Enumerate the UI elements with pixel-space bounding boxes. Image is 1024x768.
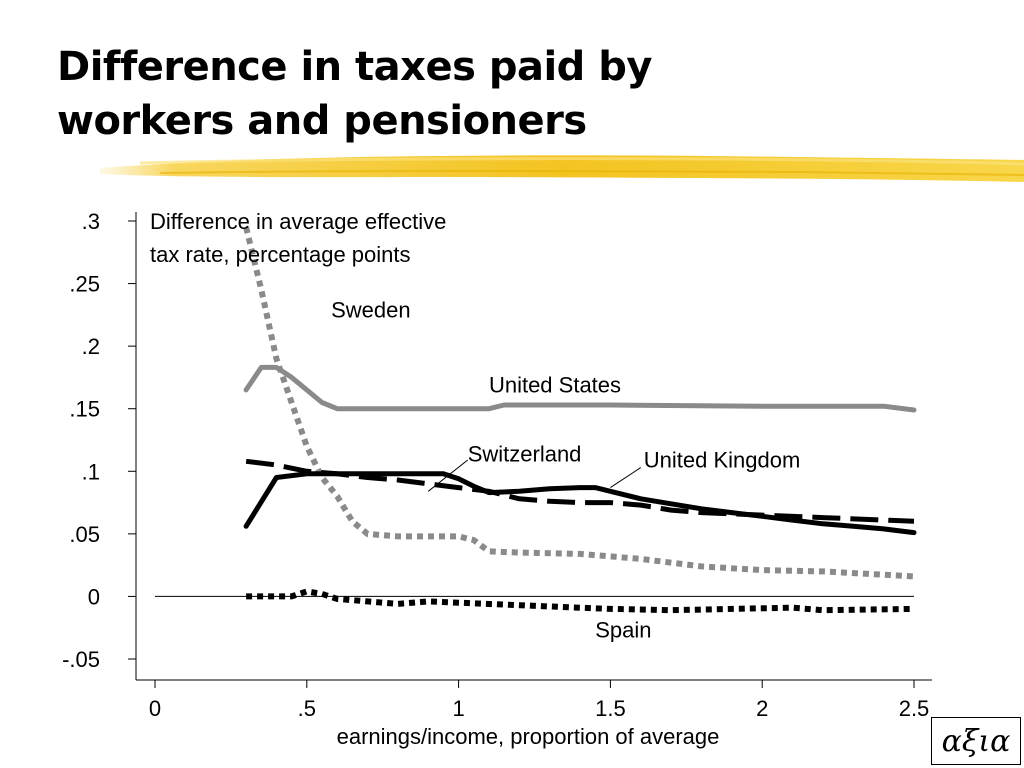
series-line-united-states bbox=[243, 364, 917, 413]
yellow-brush-stroke bbox=[100, 155, 1024, 182]
y-tick-label: -.05 bbox=[62, 647, 100, 672]
series-line-united-kingdom bbox=[243, 471, 917, 536]
x-tick-label: 1 bbox=[452, 696, 464, 721]
series-label-switzerland: Switzerland bbox=[468, 441, 582, 466]
chart-axes: -.05 0 .05 .1 .15 .2 .25 .3 0 .5 1 1.5 2 2.5 bbox=[62, 209, 932, 721]
y-tick-label: 0 bbox=[88, 584, 100, 609]
series-line-sweden bbox=[243, 226, 915, 580]
y-tick-label: .05 bbox=[69, 522, 100, 547]
x-tick-label: .5 bbox=[298, 696, 316, 721]
leader-line-switzerland bbox=[427, 459, 469, 492]
series-label-united-states: United States bbox=[489, 372, 621, 397]
y-tick-label: .1 bbox=[82, 459, 100, 484]
series-label-spain: Spain bbox=[595, 618, 651, 643]
series-line-spain bbox=[246, 588, 915, 614]
series-label-united-kingdom: United Kingdom bbox=[644, 448, 801, 473]
y-tick-label: .15 bbox=[69, 397, 100, 422]
x-tick-label: 2.5 bbox=[899, 696, 930, 721]
y-tick-label: .3 bbox=[82, 209, 100, 234]
y-axis-label-line-1: Difference in average effective bbox=[150, 209, 446, 234]
x-tick-label: 2 bbox=[756, 696, 768, 721]
leader-line-united-kingdom bbox=[610, 467, 642, 488]
y-tick-label: .2 bbox=[82, 334, 100, 359]
chart-labels: Difference in average effective tax rate… bbox=[150, 209, 800, 749]
y-tick-label: .25 bbox=[69, 272, 100, 297]
y-axis-label-line-2: tax rate, percentage points bbox=[150, 242, 411, 267]
slide-title: Difference in taxes paid by workers and … bbox=[57, 40, 817, 148]
title-line-1: Difference in taxes paid by bbox=[57, 44, 652, 90]
series-label-sweden: Sweden bbox=[331, 297, 411, 322]
title-line-2: workers and pensioners bbox=[57, 98, 587, 144]
chart-series bbox=[243, 226, 917, 614]
x-tick-label: 0 bbox=[149, 696, 161, 721]
alpha-xi-iota-alpha-logo: αξια bbox=[931, 717, 1021, 765]
series-line-switzerland bbox=[245, 458, 915, 524]
x-tick-label: 1.5 bbox=[595, 696, 626, 721]
x-axis-label: earnings/income, proportion of average bbox=[337, 724, 720, 749]
